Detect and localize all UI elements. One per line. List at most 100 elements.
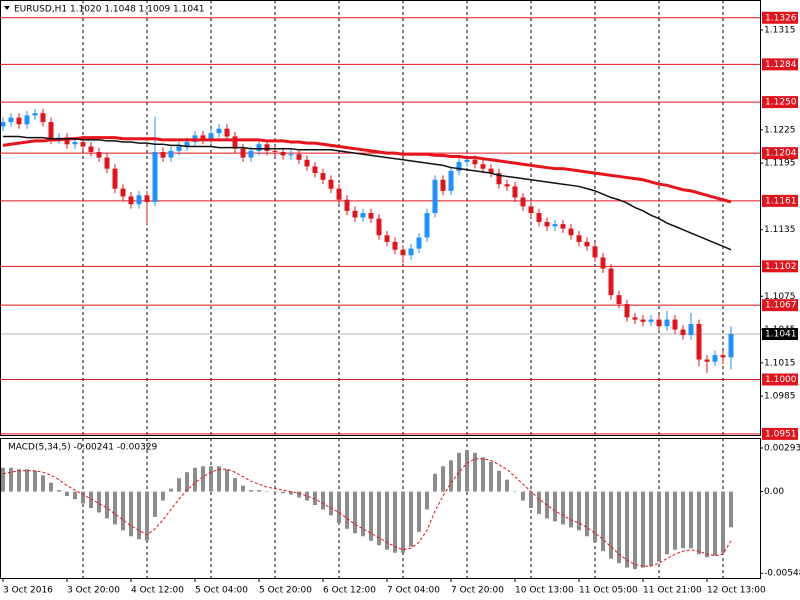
macd-bar	[593, 491, 597, 543]
macd-bar	[265, 491, 269, 493]
macd-bar	[9, 467, 13, 492]
macd-bar	[41, 475, 45, 492]
macd-bar	[473, 452, 477, 492]
level-label-box	[762, 11, 798, 24]
candle-body	[552, 224, 558, 227]
candle-body	[224, 128, 230, 137]
macd-bar	[297, 491, 301, 498]
level-label: 1.1102	[765, 262, 797, 272]
macd-bar	[457, 452, 461, 492]
candle-body	[232, 136, 238, 149]
candle-body	[152, 152, 158, 202]
candle-body	[200, 135, 206, 140]
candle-body	[640, 319, 646, 322]
candle-body	[416, 237, 422, 249]
candle-body	[24, 115, 30, 125]
candle-body	[672, 319, 678, 330]
candle-body	[720, 355, 726, 358]
macd-bar	[345, 491, 349, 529]
x-tick-label: 5 Oct 20:00	[259, 586, 312, 596]
macd-bar	[577, 491, 581, 531]
macd-bar	[161, 491, 165, 501]
macd-bar	[721, 491, 725, 553]
candle-body	[16, 117, 22, 125]
level-label: 1.0951	[765, 429, 797, 439]
candle-body	[8, 117, 14, 123]
current-price-box	[762, 328, 798, 341]
candle-body	[264, 144, 270, 151]
level-label-box	[762, 260, 798, 273]
level-label: 1.1067	[765, 301, 797, 311]
macd-bar	[337, 491, 341, 523]
macd-bar	[65, 491, 69, 497]
candle-body	[496, 173, 502, 185]
candle-body	[608, 268, 614, 296]
macd-bar	[529, 491, 533, 508]
macd-bar	[441, 466, 445, 492]
macd-bar	[321, 491, 325, 510]
candle-body	[280, 152, 286, 156]
macd-bar	[409, 491, 413, 547]
candle-body	[344, 199, 350, 211]
candle-body	[288, 154, 294, 156]
level-label: 1.1250	[765, 98, 797, 108]
candle-body	[480, 164, 486, 169]
candle-body	[128, 196, 134, 205]
candle-body	[168, 150, 174, 158]
x-tick-label: 11 Oct 21:00	[643, 586, 702, 596]
macd-bar	[433, 473, 437, 492]
macd-bar	[89, 491, 93, 508]
macd-bar	[657, 491, 661, 562]
candle-body	[680, 329, 686, 336]
macd-bar	[489, 461, 493, 492]
x-tick-label: 11 Oct 05:00	[579, 586, 638, 596]
axis-layer: 3 Oct 2016 3 Oct 20:00 4 Oct 12:00 5 Oct 04…	[2, 11, 800, 596]
macd-bar	[393, 491, 397, 553]
macd-bar	[225, 469, 229, 492]
macd-bar	[353, 491, 357, 534]
candle-body	[448, 170, 454, 191]
macd-bar	[553, 491, 557, 522]
candle-body	[120, 188, 126, 197]
x-tick-label: 5 Oct 04:00	[195, 586, 248, 596]
candle-body	[392, 241, 398, 250]
candle-body	[704, 359, 710, 362]
candle-body	[304, 159, 310, 167]
macd-bar	[497, 470, 501, 492]
macd-bar	[513, 491, 517, 493]
level-label-box	[762, 299, 798, 312]
candle-body	[320, 173, 326, 180]
candle-body	[312, 166, 318, 174]
candle-body	[88, 146, 94, 153]
candle-body	[544, 221, 550, 227]
candle-body	[72, 142, 78, 145]
candle-body	[256, 144, 262, 151]
candle-body	[512, 186, 518, 198]
macd-bar	[673, 491, 677, 550]
macd-bar	[713, 491, 717, 556]
x-tick-label: 3 Oct 20:00	[67, 586, 120, 596]
macd-bar	[401, 491, 405, 553]
candle-body	[0, 122, 6, 127]
level-label-box	[762, 373, 798, 386]
grid-layer	[82, 0, 724, 578]
candle-body	[184, 142, 190, 147]
level-label: 1.1284	[765, 60, 797, 70]
macd-bar	[17, 469, 21, 492]
menu-triangle[interactable]	[4, 6, 10, 10]
moving-average	[2, 136, 732, 204]
candle-body	[336, 188, 342, 200]
y-tick-label: 1.0985	[764, 392, 796, 402]
x-tick-label: 3 Oct 2016	[3, 586, 53, 596]
candle-body	[112, 168, 118, 189]
macd-bar	[97, 491, 101, 513]
macd-bar	[33, 470, 37, 492]
macd-bar	[177, 478, 181, 492]
macd-bar	[209, 466, 213, 492]
candle-body	[272, 150, 278, 153]
macd-bar	[361, 491, 365, 537]
macd-bar	[569, 491, 573, 528]
macd-bar	[273, 491, 277, 493]
macd-bar	[217, 466, 221, 492]
candle-body	[536, 213, 542, 222]
